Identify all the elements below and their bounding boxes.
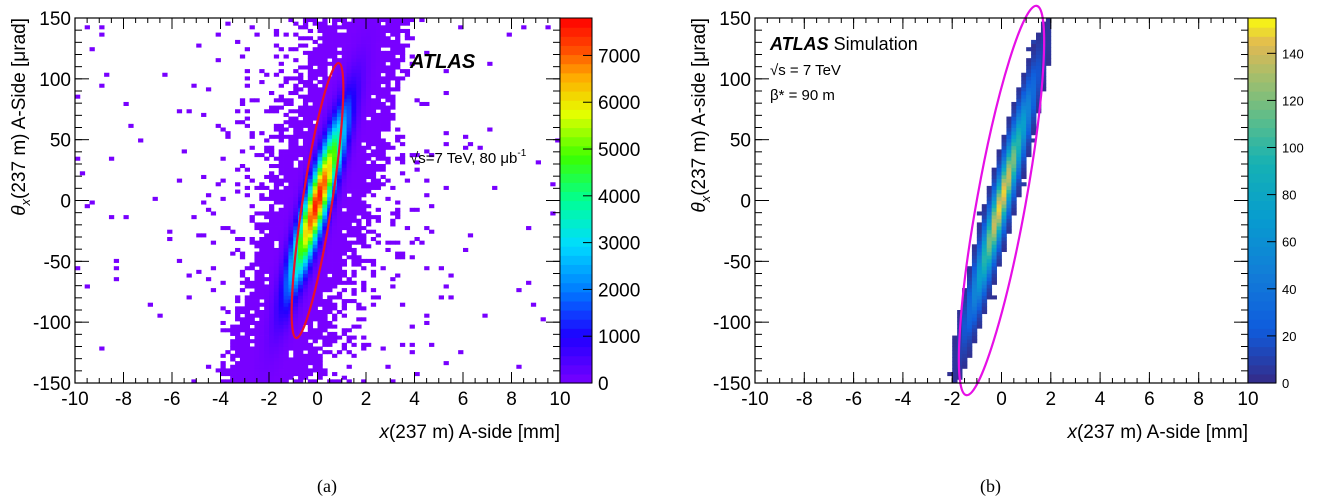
x-tick-label: 8 [1193,389,1204,410]
colorbar-tick-label: 4000 [598,187,640,208]
x-tick-label: 2 [361,389,372,410]
x-tick-label: 8 [506,389,517,410]
x-axis-label: x(237 m) A-side [mm] [1066,422,1248,443]
x-tick-label: 10 [549,389,570,410]
colorbar-tick-label: 80 [1282,188,1296,203]
caption-b: (b) [980,476,1001,496]
x-tick-label: -6 [164,389,181,410]
colorbar-tick-label: 60 [1282,235,1296,250]
colorbar-tick-label: 100 [1282,141,1304,156]
y-tick-label: 150 [39,9,71,30]
x-axis: -10 -8 -6 -4 -2 0 2 4 6 8 10 [741,18,1259,410]
beta-label: β* = 90 m [770,87,835,104]
colorbar-tick-label: 120 [1282,93,1304,108]
colorbar-tick-label: 7000 [598,46,640,67]
colorbar-tick-label: 1000 [598,327,640,348]
y-tick-label: -100 [713,313,751,334]
x-tick-label: -4 [212,389,229,410]
y-tick-label: -150 [713,374,751,395]
y-tick-label: 150 [719,9,751,30]
chart-panel-b: -10 -8 -6 -4 -2 0 2 4 6 8 10 -150 -100 -50 0 50 100 150 x(… [689,4,1304,443]
colorbar-tick-label: 3000 [598,234,640,255]
x-tick-label: -10 [61,389,88,410]
caption-a: (a) [317,476,337,496]
x-tick-label: -2 [944,389,961,410]
y-tick-label: -150 [33,374,71,395]
x-tick-label: 0 [996,389,1007,410]
colorbar-frame [1247,17,1277,384]
x-axis-label: x(237 m) A-side [mm] [378,422,560,443]
cut-ellipse [957,4,1046,397]
x-tick-label: 6 [458,389,469,410]
colorbar-tick-label: 20 [1282,329,1296,344]
y-axis: -150 -100 -50 0 50 100 150 [713,9,1248,395]
heatmap-bins [947,18,1052,383]
y-tick-label: 100 [39,70,71,91]
x-tick-label: 0 [312,389,323,410]
x-tick-label: -4 [894,389,911,410]
x-axis: -10 -8 -6 -4 -2 0 2 4 6 8 10 [61,18,571,410]
energy-label: √s = 7 TeV [770,62,841,79]
y-tick-label: 50 [730,131,751,152]
y-tick-label: -100 [33,313,71,334]
colorbar-tick-label: 5000 [598,140,640,161]
y-axis-label: θx(237 m) A-side [μrad] [689,18,713,213]
x-tick-label: 10 [1237,389,1258,410]
y-tick-label: -50 [724,252,751,273]
x-tick-label: 4 [1095,389,1106,410]
y-tick-label: 50 [50,131,71,152]
colorbar: 0 1000 2000 3000 4000 5000 6000 7000 [559,17,640,395]
experiment-label: ATLAS [409,51,476,73]
colorbar-tick-label: 0 [598,374,609,395]
colorbar-tick-label: 140 [1282,46,1304,61]
experiment-label: ATLAS Simulation [769,34,918,54]
x-tick-label: 4 [409,389,420,410]
y-tick-label: -50 [44,252,71,273]
cut-ellipse [290,61,345,340]
y-tick-label: 0 [60,192,71,213]
colorbar-frame [559,17,593,384]
heatmap-bins [75,18,560,383]
energy-label: √s=7 TeV, 80 μb-1 [410,148,527,167]
colorbar-tick-label: 2000 [598,280,640,301]
colorbar-tick-label: 6000 [598,93,640,114]
colorbar-tick-label: 0 [1282,376,1289,391]
y-axis-label: θx(237 m) A-Side [μrad] [9,18,33,216]
x-tick-label: -10 [741,389,768,410]
x-tick-label: -8 [115,389,132,410]
y-tick-label: 0 [740,192,751,213]
colorbar: 0 20 40 60 80 100 120 140 [1247,17,1304,391]
x-tick-label: 6 [1144,389,1155,410]
colorbar-tick-label: 40 [1282,282,1296,297]
x-tick-label: 2 [1046,389,1057,410]
x-tick-label: -6 [845,389,862,410]
y-axis: -150 -100 -50 0 50 100 150 [33,9,560,395]
y-tick-label: 100 [719,70,751,91]
figure: -10 -8 -6 -4 -2 0 2 4 6 8 10-150-100-50050100150x(… [9,4,1304,443]
chart-panel-a: -10 -8 -6 -4 -2 0 2 4 6 8 10 -150 -100 -50 0 50 100 150 x(… [9,9,640,443]
x-tick-label: -8 [796,389,813,410]
x-tick-label: -2 [261,389,278,410]
